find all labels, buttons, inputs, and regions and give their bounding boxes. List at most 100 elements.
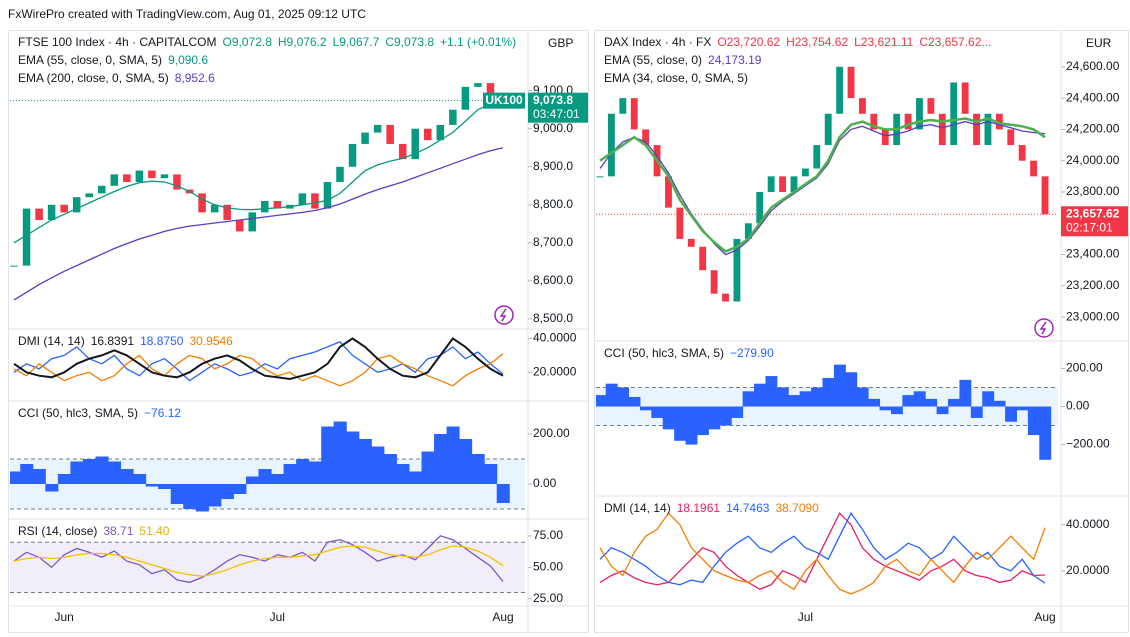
candle — [123, 174, 131, 182]
indicator-line — [599, 117, 1046, 253]
y-tick-label: 75.00 — [533, 528, 563, 542]
alert-icon[interactable] — [494, 305, 514, 325]
histogram-bar — [333, 421, 347, 484]
histogram-bar — [879, 406, 892, 411]
legend-text: 9,090.6 — [168, 53, 208, 67]
candle — [642, 129, 650, 146]
legend-text: O9,072.8 — [223, 35, 273, 49]
indicator-line — [599, 120, 1046, 256]
y-tick-label: 200.00 — [533, 426, 570, 440]
histogram-bar — [233, 484, 247, 494]
time-label: Jul — [798, 610, 813, 624]
y-tick-label: 8,800.0 — [533, 197, 573, 211]
candle — [411, 128, 419, 160]
histogram-bar — [822, 377, 835, 407]
candle — [348, 143, 357, 167]
price-tag-label: 23,657.62 — [1066, 206, 1120, 220]
histogram-bar — [685, 406, 698, 445]
candle — [961, 82, 969, 114]
candle — [995, 113, 1003, 130]
y-tick-label: 25.00 — [533, 591, 563, 605]
histogram-bar — [120, 469, 134, 484]
histogram-bar — [902, 395, 915, 407]
histogram-bar — [220, 484, 234, 499]
histogram-bar — [845, 372, 858, 407]
pane — [10, 83, 507, 301]
histogram-bar — [708, 406, 721, 430]
candle — [298, 193, 307, 205]
candle — [60, 204, 68, 213]
candle — [373, 124, 382, 133]
candle — [665, 176, 672, 208]
histogram-bar — [1016, 406, 1029, 411]
price-tag — [528, 92, 588, 123]
symbol-tag-label: UK100 — [485, 93, 523, 107]
time-label: Aug — [1034, 610, 1055, 624]
histogram-bar — [639, 406, 652, 411]
legend-text: L9,067.7 — [333, 35, 380, 49]
candle — [110, 174, 119, 186]
legend-text: 30.9546 — [189, 334, 233, 348]
legend-text: 8,952.6 — [175, 71, 215, 85]
histogram-bar — [628, 396, 641, 407]
legend-text: +1.1 (+0.01%) — [440, 35, 516, 49]
y-tick-label: 9,000.0 — [533, 121, 573, 135]
histogram-bar — [283, 464, 297, 484]
legend-text: C23,657.62... — [919, 35, 991, 49]
countdown-label: 03:47:01 — [533, 107, 580, 121]
y-tick-label: 24,400.00 — [1066, 90, 1120, 104]
legend-text: 16.8391 — [91, 334, 135, 348]
histogram-bar — [742, 391, 755, 407]
histogram-bar — [258, 469, 272, 484]
countdown-label: 02:17:01 — [1066, 220, 1113, 234]
indicator-line — [13, 147, 504, 301]
legend-text: O23,720.62 — [717, 35, 780, 49]
y-tick-label: 20.0000 — [533, 364, 577, 378]
y-tick-label: 8,600.0 — [533, 273, 573, 287]
candle — [474, 83, 482, 87]
legend-text: CCI (50, hlc3, SMA, 5) — [604, 346, 724, 360]
y-tick-label: −200.00 — [1066, 437, 1110, 451]
histogram-bar — [982, 391, 995, 407]
pane — [596, 66, 1049, 302]
histogram-bar — [170, 484, 184, 504]
candle — [148, 170, 156, 179]
histogram-bar — [484, 464, 498, 484]
candle — [744, 223, 752, 239]
histogram-bar — [271, 474, 285, 484]
candle — [273, 200, 282, 209]
indicator-line — [13, 101, 504, 244]
candle — [1007, 129, 1015, 146]
alert-icon[interactable] — [1034, 318, 1054, 338]
candle — [361, 132, 369, 144]
legend-text: EMA (200, close, 0, SMA, 5) — [18, 71, 169, 85]
symbol-tag — [483, 92, 525, 109]
indicator-line — [13, 337, 504, 381]
histogram-bar — [45, 484, 59, 492]
histogram-bar — [925, 398, 938, 407]
candle — [311, 193, 319, 209]
candle — [248, 212, 256, 232]
legend-text: C9,073.8 — [385, 35, 434, 49]
histogram-bar — [719, 406, 732, 426]
candle — [486, 83, 495, 99]
indicator-line — [13, 545, 504, 577]
y-tick-label: 23,400.00 — [1066, 247, 1120, 261]
candle — [927, 98, 935, 114]
histogram-bar — [651, 406, 664, 418]
candle — [323, 181, 332, 209]
candle — [424, 128, 432, 141]
y-tick-label: 0.00 — [1066, 399, 1090, 413]
pane — [10, 535, 525, 593]
y-tick-label: 8,500.0 — [533, 311, 573, 325]
histogram-bar — [948, 398, 960, 407]
indicator-line — [599, 512, 1046, 591]
candle — [461, 86, 470, 110]
candle — [733, 238, 741, 302]
time-label: Jun — [54, 610, 73, 624]
histogram-bar — [158, 484, 172, 489]
histogram-bar — [195, 484, 209, 512]
y-tick-label: 23,200.00 — [1066, 278, 1120, 292]
histogram-bar — [959, 379, 972, 407]
indicator-line — [13, 353, 504, 387]
